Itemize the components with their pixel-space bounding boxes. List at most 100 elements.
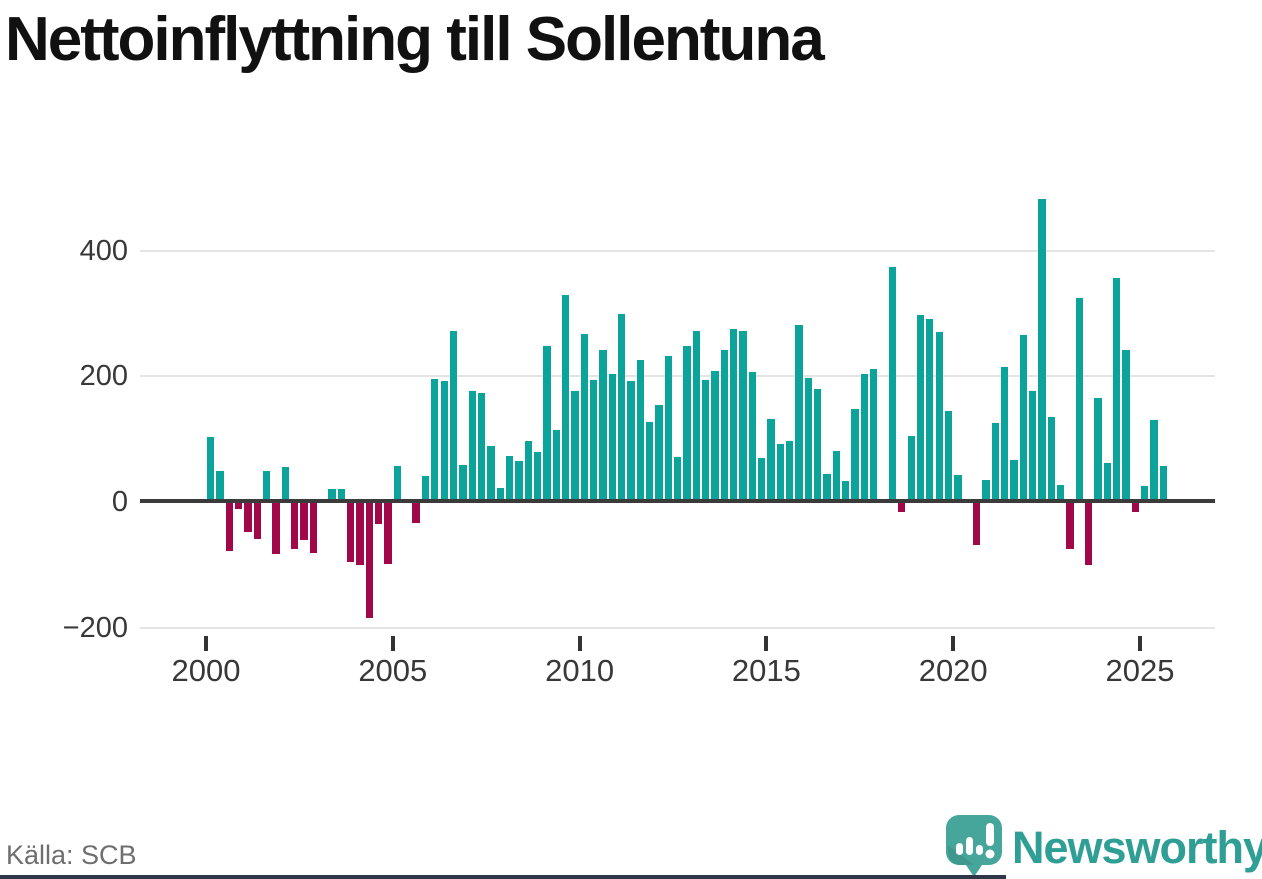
bar-2019-Q3 <box>935 331 943 502</box>
bar-2000-Q4 <box>235 503 243 510</box>
bar-2015-Q2 <box>776 444 785 502</box>
bar-2008-Q4 <box>533 451 542 502</box>
bar-2024-Q3 <box>1122 349 1130 502</box>
bar-2009-Q2 <box>552 430 560 502</box>
newsworthy-speech-bubble-chart-icon <box>946 815 1002 877</box>
bar-2009-Q4 <box>571 390 579 502</box>
bar-2020-Q3 <box>972 503 981 546</box>
gridline-400 <box>140 249 1215 252</box>
bar-2023-Q3 <box>1084 503 1093 565</box>
bar-2002-Q3 <box>300 503 308 541</box>
x-axis-label-2000: 2000 <box>171 653 241 688</box>
bar-2012-Q4 <box>683 346 691 502</box>
gridline-200 <box>140 375 1215 378</box>
bar-2023-Q1 <box>1066 503 1074 549</box>
bar-2014-Q4 <box>758 458 766 502</box>
bar-2024-Q4 <box>1131 503 1139 512</box>
bar-2002-Q4 <box>309 503 318 553</box>
newsworthy-logo-wordmark: Newsworthy <box>1012 822 1262 873</box>
bar-2017-Q3 <box>860 373 869 502</box>
bar-2008-Q1 <box>505 456 514 502</box>
x-axis-tick-2020 <box>951 636 956 651</box>
bar-2017-Q2 <box>851 409 859 502</box>
x-axis-label-2010: 2010 <box>545 653 615 688</box>
bar-2007-Q2 <box>477 392 486 502</box>
bar-2010-Q1 <box>580 334 588 502</box>
bar-2004-Q4 <box>384 503 392 564</box>
bar-2006-Q2 <box>440 381 448 502</box>
footer-accent-bar <box>0 875 1006 879</box>
bar-2025-Q2 <box>1150 420 1158 502</box>
bar-2010-Q2 <box>589 380 598 502</box>
bar-2004-Q3 <box>375 503 383 524</box>
bar-2025-Q1 <box>1141 486 1149 502</box>
bar-2015-Q3 <box>786 441 794 502</box>
bar-2019-Q2 <box>926 318 934 502</box>
bar-2000-Q3 <box>225 503 234 552</box>
bar-2020-Q1 <box>954 475 962 502</box>
bar-2006-Q4 <box>459 464 467 502</box>
bar-2025-Q3 <box>1159 465 1167 502</box>
bar-2012-Q2 <box>664 356 672 502</box>
bar-2000-Q2 <box>216 471 224 502</box>
bar-2011-Q2 <box>627 380 635 502</box>
bar-2001-Q4 <box>272 503 280 554</box>
bar-2022-Q2 <box>1038 199 1046 502</box>
bar-2021-Q1 <box>991 423 999 502</box>
bar-2015-Q1 <box>767 419 775 502</box>
bar-2006-Q3 <box>449 331 458 502</box>
bar-2016-Q1 <box>804 377 813 502</box>
bar-2018-Q4 <box>907 436 915 502</box>
bar-2022-Q3 <box>1047 417 1055 502</box>
bar-2006-Q1 <box>431 379 439 502</box>
bar-2011-Q1 <box>617 313 626 502</box>
bar-2018-Q3 <box>898 503 906 512</box>
bar-2013-Q4 <box>720 349 729 502</box>
page-title: Nettoinflyttning till Sollentuna <box>5 5 825 74</box>
bar-2016-Q3 <box>823 473 831 502</box>
bar-2001-Q3 <box>263 470 271 502</box>
bar-2018-Q2 <box>888 266 897 502</box>
bar-2016-Q4 <box>832 451 841 502</box>
bar-2017-Q4 <box>870 368 878 502</box>
bar-2024-Q2 <box>1113 277 1121 502</box>
bar-2003-Q3 <box>337 489 346 502</box>
bar-2014-Q3 <box>748 371 757 502</box>
bar-2003-Q4 <box>347 503 355 563</box>
bar-2013-Q3 <box>711 371 719 502</box>
bar-2011-Q4 <box>645 422 654 502</box>
bar-2019-Q1 <box>916 315 925 502</box>
bar-2007-Q1 <box>468 390 476 502</box>
bar-2009-Q1 <box>543 346 551 502</box>
bar-2015-Q4 <box>795 324 803 502</box>
bar-2002-Q2 <box>291 503 299 549</box>
bar-2014-Q2 <box>739 331 747 502</box>
bar-2022-Q4 <box>1056 485 1065 502</box>
bar-2001-Q2 <box>253 503 262 539</box>
bar-2020-Q4 <box>982 480 990 502</box>
y-axis-label-0: 0 <box>111 486 128 518</box>
bar-2008-Q3 <box>524 441 532 502</box>
bar-2002-Q1 <box>281 467 290 502</box>
x-axis-tick-2000 <box>204 636 208 651</box>
bar-2004-Q2 <box>365 503 374 618</box>
y-axis-label-400: 400 <box>79 234 128 267</box>
bar-2013-Q1 <box>692 331 700 502</box>
bar-2013-Q2 <box>702 380 710 502</box>
bar-2004-Q1 <box>356 503 364 565</box>
bar-2000-Q1 <box>207 436 215 502</box>
x-axis-tick-2010 <box>577 636 582 651</box>
bar-2024-Q1 <box>1103 463 1111 502</box>
bar-2021-Q3 <box>1010 459 1018 502</box>
x-axis-label-2015: 2015 <box>731 653 801 688</box>
bar-2005-Q1 <box>393 465 402 502</box>
bar-2012-Q1 <box>655 405 663 502</box>
x-axis-tick-2005 <box>390 636 395 651</box>
x-axis-label-2025: 2025 <box>1105 653 1175 688</box>
bar-2011-Q3 <box>636 360 644 502</box>
bar-2012-Q3 <box>674 457 682 502</box>
bar-2007-Q4 <box>496 487 504 502</box>
bar-2021-Q2 <box>1000 366 1009 502</box>
zero-axis-line <box>140 499 1215 503</box>
